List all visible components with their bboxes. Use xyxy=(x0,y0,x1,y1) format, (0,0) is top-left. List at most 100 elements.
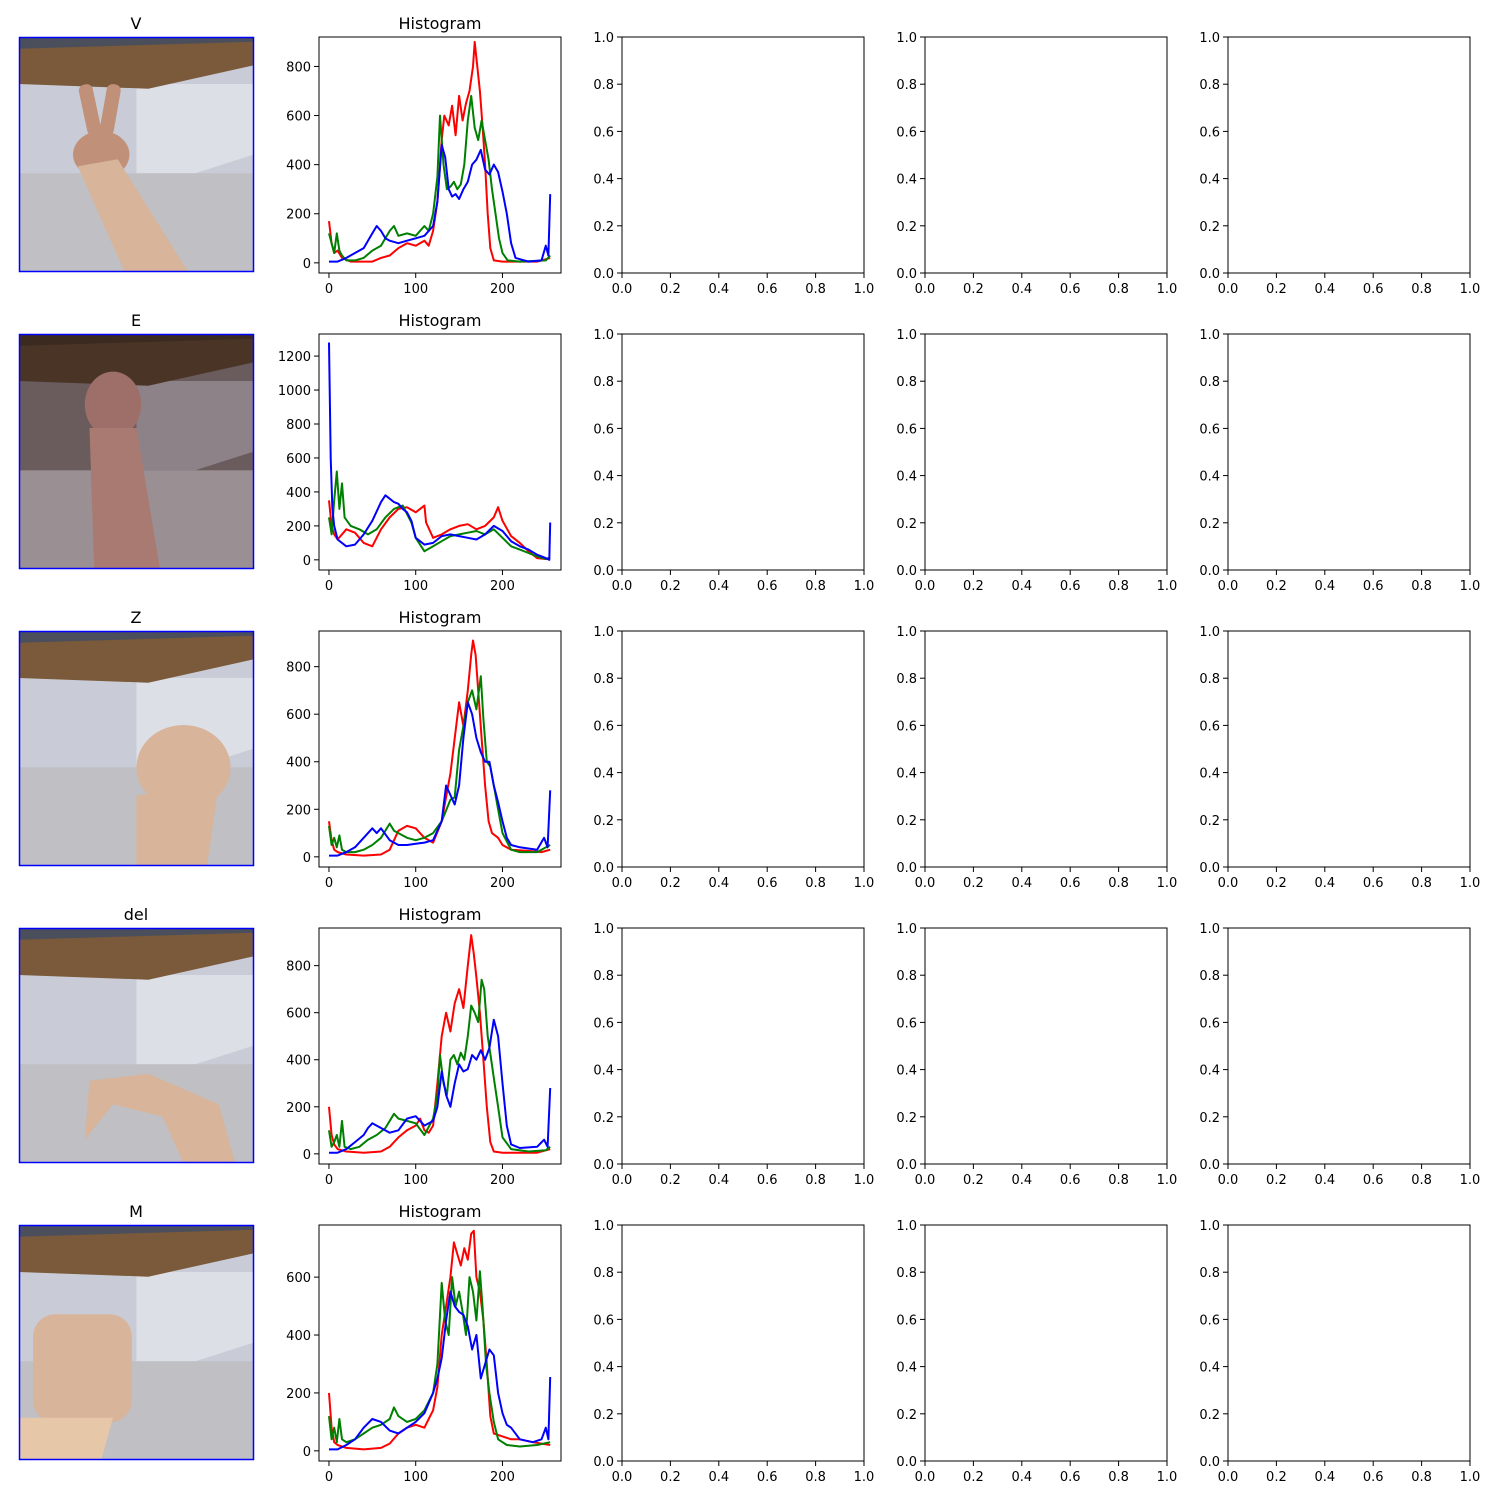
axes-frame xyxy=(621,927,865,1165)
x-tick-label: 0.6 xyxy=(757,1173,778,1188)
y-tick-label: 0.8 xyxy=(896,969,917,984)
x-tick-label: 0.4 xyxy=(1314,1173,1335,1188)
axes-frame xyxy=(318,630,562,868)
image-panel: M xyxy=(18,1202,255,1461)
x-tick-label: 0.8 xyxy=(1411,1470,1432,1485)
y-tick-label: 0.0 xyxy=(1199,1455,1220,1470)
x-tick-label: 0.8 xyxy=(1411,282,1432,297)
y-tick-label: 1.0 xyxy=(593,625,614,640)
y-tick-label: 0 xyxy=(303,851,311,866)
y-tick-label: 200 xyxy=(286,520,311,535)
axes-frame xyxy=(621,333,865,571)
x-tick-label: 0.4 xyxy=(1011,1470,1032,1485)
x-tick-label: 1.0 xyxy=(1157,876,1178,891)
x-tick-label: 0.8 xyxy=(1108,1470,1129,1485)
x-tick-label: 0.0 xyxy=(612,876,633,891)
x-tick-label: 1.0 xyxy=(854,579,875,594)
photo-arm xyxy=(89,428,160,569)
y-tick-label: 1000 xyxy=(278,384,311,399)
x-tick-label: 0.8 xyxy=(805,1173,826,1188)
x-tick-label: 1.0 xyxy=(1157,579,1178,594)
y-tick-label: 0.0 xyxy=(896,1455,917,1470)
y-tick-label: 0.4 xyxy=(896,1361,917,1376)
x-tick-label: 0.6 xyxy=(1060,579,1081,594)
photo-arm xyxy=(160,1104,236,1163)
x-tick-label: 0.2 xyxy=(1266,876,1287,891)
y-tick-label: 0.6 xyxy=(896,422,917,437)
x-tick-label: 0.8 xyxy=(805,1470,826,1485)
y-tick-label: 0 xyxy=(303,1148,311,1163)
x-tick-label: 0.0 xyxy=(612,579,633,594)
x-tick-label: 0.6 xyxy=(1363,1470,1384,1485)
image-title: del xyxy=(124,905,148,924)
y-tick-label: 600 xyxy=(286,708,311,723)
y-tick-label: 0.0 xyxy=(1199,1158,1220,1173)
empty-axes-panel: 0.00.0 0.2 0.2 0.4 0.4 0.6 0.6 0.8 0.8 1.0 1.0 xyxy=(1199,31,1480,297)
x-tick-label: 0 xyxy=(325,282,333,297)
y-tick-label: 800 xyxy=(286,60,311,75)
x-tick-label: 0.4 xyxy=(1314,282,1335,297)
x-tick-label: 0.8 xyxy=(1108,579,1129,594)
y-tick-label: 600 xyxy=(286,452,311,467)
x-tick-label: 0.0 xyxy=(612,1173,633,1188)
y-tick-label: 0.4 xyxy=(593,1361,614,1376)
x-tick-label: 0.6 xyxy=(1363,579,1384,594)
x-tick-label: 0.4 xyxy=(1314,579,1335,594)
histogram-lines xyxy=(328,342,552,561)
y-tick-label: 0.6 xyxy=(593,125,614,140)
photo-wall-light xyxy=(136,1272,254,1362)
x-tick-label: 100 xyxy=(403,579,428,594)
x-tick-label: 0.6 xyxy=(1363,1173,1384,1188)
y-tick-label: 0.8 xyxy=(1199,78,1220,93)
y-tick-label: 0.4 xyxy=(1199,1064,1220,1079)
x-tick-label: 0.0 xyxy=(915,1173,936,1188)
x-tick-label: 1.0 xyxy=(854,876,875,891)
axes-frame xyxy=(1227,333,1471,571)
axes-frame xyxy=(924,927,1168,1165)
histogram-series-line xyxy=(329,701,552,857)
y-tick-label: 0.6 xyxy=(1199,1016,1220,1031)
x-tick-label: 0.6 xyxy=(1060,282,1081,297)
x-tick-label: 100 xyxy=(403,282,428,297)
axes-frame xyxy=(924,333,1168,571)
x-tick-label: 0.8 xyxy=(1411,579,1432,594)
axes-frame xyxy=(924,630,1168,868)
histogram-series-line xyxy=(328,470,551,560)
x-tick-label: 0.2 xyxy=(660,579,681,594)
x-tick-label: 0.0 xyxy=(915,579,936,594)
y-tick-label: 0.8 xyxy=(896,672,917,687)
y-tick-label: 0.6 xyxy=(1199,1313,1220,1328)
axes-frame xyxy=(621,36,865,274)
y-tick-label: 0.2 xyxy=(593,1111,614,1126)
y-tick-label: 0.6 xyxy=(896,1016,917,1031)
y-tick-label: 0.2 xyxy=(593,220,614,235)
photo-content xyxy=(19,334,254,569)
y-tick-label: 1.0 xyxy=(1199,922,1220,937)
x-tick-label: 0 xyxy=(325,876,333,891)
y-tick-label: 0.8 xyxy=(1199,1266,1220,1281)
x-tick-label: 0.2 xyxy=(963,579,984,594)
x-tick-label: 0.0 xyxy=(1218,1173,1239,1188)
x-tick-label: 0.2 xyxy=(963,282,984,297)
histogram-title: Histogram xyxy=(399,311,482,330)
y-tick-label: 1.0 xyxy=(896,31,917,46)
y-tick-label: 0.6 xyxy=(896,1313,917,1328)
histogram-panel: Histogram 0 100 200 0 200 400 600 800 1000 1200 xyxy=(278,311,562,594)
axes-frame xyxy=(1227,36,1471,274)
x-tick-label: 0.8 xyxy=(1108,1173,1129,1188)
empty-axes-panel: 0.00.0 0.2 0.2 0.4 0.4 0.6 0.6 0.8 0.8 1.0 1.0 xyxy=(593,922,874,1188)
x-tick-label: 0.0 xyxy=(1218,579,1239,594)
y-tick-label: 0.2 xyxy=(593,517,614,532)
y-tick-label: 200 xyxy=(286,208,311,223)
y-tick-label: 0.0 xyxy=(1199,564,1220,579)
y-tick-label: 0.8 xyxy=(896,375,917,390)
y-tick-label: 0.8 xyxy=(896,78,917,93)
x-tick-label: 0.2 xyxy=(963,1173,984,1188)
x-tick-label: 0.8 xyxy=(805,282,826,297)
x-tick-label: 0 xyxy=(325,1470,333,1485)
y-tick-label: 0.0 xyxy=(896,267,917,282)
y-tick-label: 0.8 xyxy=(593,375,614,390)
y-tick-label: 800 xyxy=(286,418,311,433)
x-tick-label: 0.0 xyxy=(915,876,936,891)
